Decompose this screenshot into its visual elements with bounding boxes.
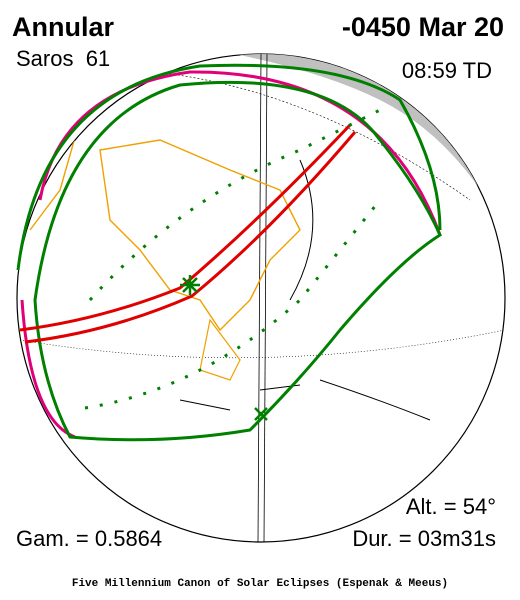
altitude: Alt. = 54° bbox=[406, 494, 496, 519]
saros: Saros 61 bbox=[16, 46, 110, 71]
duration: Dur. = 03m31s bbox=[352, 526, 496, 551]
gamma: Gam. = 0.5864 bbox=[16, 526, 162, 551]
footer: Five Millennium Canon of Solar Eclipses … bbox=[72, 578, 448, 590]
eclipse-date: -0450 Mar 20 bbox=[342, 12, 504, 42]
eclipse-paths bbox=[16, 63, 442, 442]
time: 08:59 TD bbox=[402, 58, 492, 83]
eclipse-type: Annular bbox=[12, 12, 114, 42]
